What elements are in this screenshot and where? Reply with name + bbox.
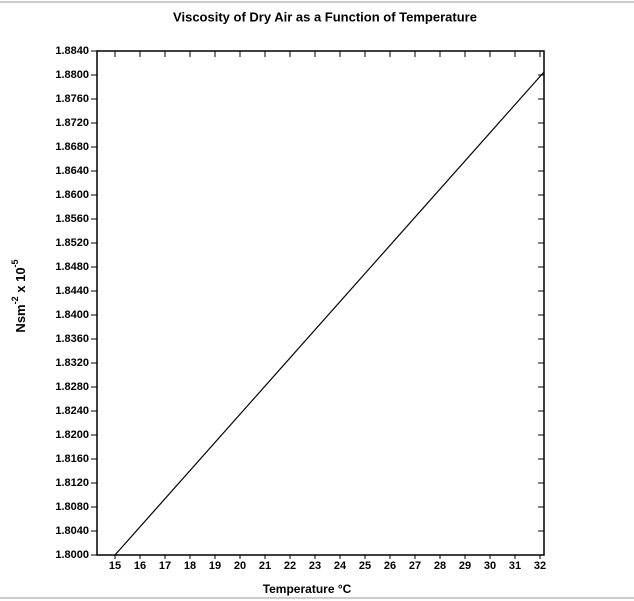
x-tick-label: 30 <box>484 560 496 572</box>
y-tick-label: 1.8000 <box>55 549 89 561</box>
x-tick-label: 27 <box>409 560 421 572</box>
x-tick-label: 19 <box>209 560 221 572</box>
y-tick-label: 1.8320 <box>55 357 89 369</box>
x-tick-label: 22 <box>284 560 296 572</box>
x-tick-label: 25 <box>359 560 371 572</box>
x-tick-label: 26 <box>384 560 396 572</box>
chart-title: Viscosity of Dry Air as a Function of Te… <box>173 9 477 24</box>
y-axis-label: Nsm-2 x 10-5 <box>10 259 28 332</box>
y-tick-label: 1.8400 <box>55 309 89 321</box>
x-tick-label: 31 <box>509 560 521 572</box>
y-label-sup: -2 <box>10 296 20 304</box>
y-label-part: x 10 <box>13 267 28 296</box>
y-tick-label: 1.8640 <box>55 165 89 177</box>
y-tick-label: 1.8080 <box>55 501 89 513</box>
x-tick-label: 28 <box>434 560 446 572</box>
x-axis-label: Temperature °C <box>263 582 352 596</box>
y-tick-label: 1.8360 <box>55 333 89 345</box>
x-tick-label: 17 <box>159 560 171 572</box>
x-tick-label: 21 <box>259 560 271 572</box>
x-tick-label: 18 <box>184 560 196 572</box>
x-tick-label: 16 <box>134 560 146 572</box>
y-tick-label: 1.8160 <box>55 453 89 465</box>
x-tick-label: 23 <box>309 560 321 572</box>
x-tick-label: 32 <box>534 560 546 572</box>
y-tick-label: 1.8200 <box>55 429 89 441</box>
y-tick-label: 1.8680 <box>55 141 89 153</box>
y-tick-label: 1.8480 <box>55 261 89 273</box>
y-tick-label: 1.8720 <box>55 117 89 129</box>
y-tick-label: 1.8040 <box>55 525 89 537</box>
x-tick-label: 29 <box>459 560 471 572</box>
y-tick-label: 1.8560 <box>55 213 89 225</box>
x-tick-label: 24 <box>334 560 347 572</box>
y-tick-label: 1.8280 <box>55 381 89 393</box>
y-tick-label: 1.8760 <box>55 93 89 105</box>
y-label-part: Nsm <box>13 304 28 332</box>
y-tick-label: 1.8600 <box>55 189 89 201</box>
plot-frame <box>96 50 545 556</box>
y-tick-label: 1.8120 <box>55 477 89 489</box>
x-tick-label: 20 <box>234 560 246 572</box>
y-tick-label: 1.8520 <box>55 237 89 249</box>
data-line <box>114 71 545 556</box>
y-tick-label: 1.8440 <box>55 285 89 297</box>
y-tick-label: 1.8840 <box>55 45 89 57</box>
y-tick-label: 1.8240 <box>55 405 89 417</box>
x-tick-label: 15 <box>109 560 121 572</box>
y-label-sup: -5 <box>10 259 20 267</box>
y-tick-label: 1.8800 <box>55 69 89 81</box>
